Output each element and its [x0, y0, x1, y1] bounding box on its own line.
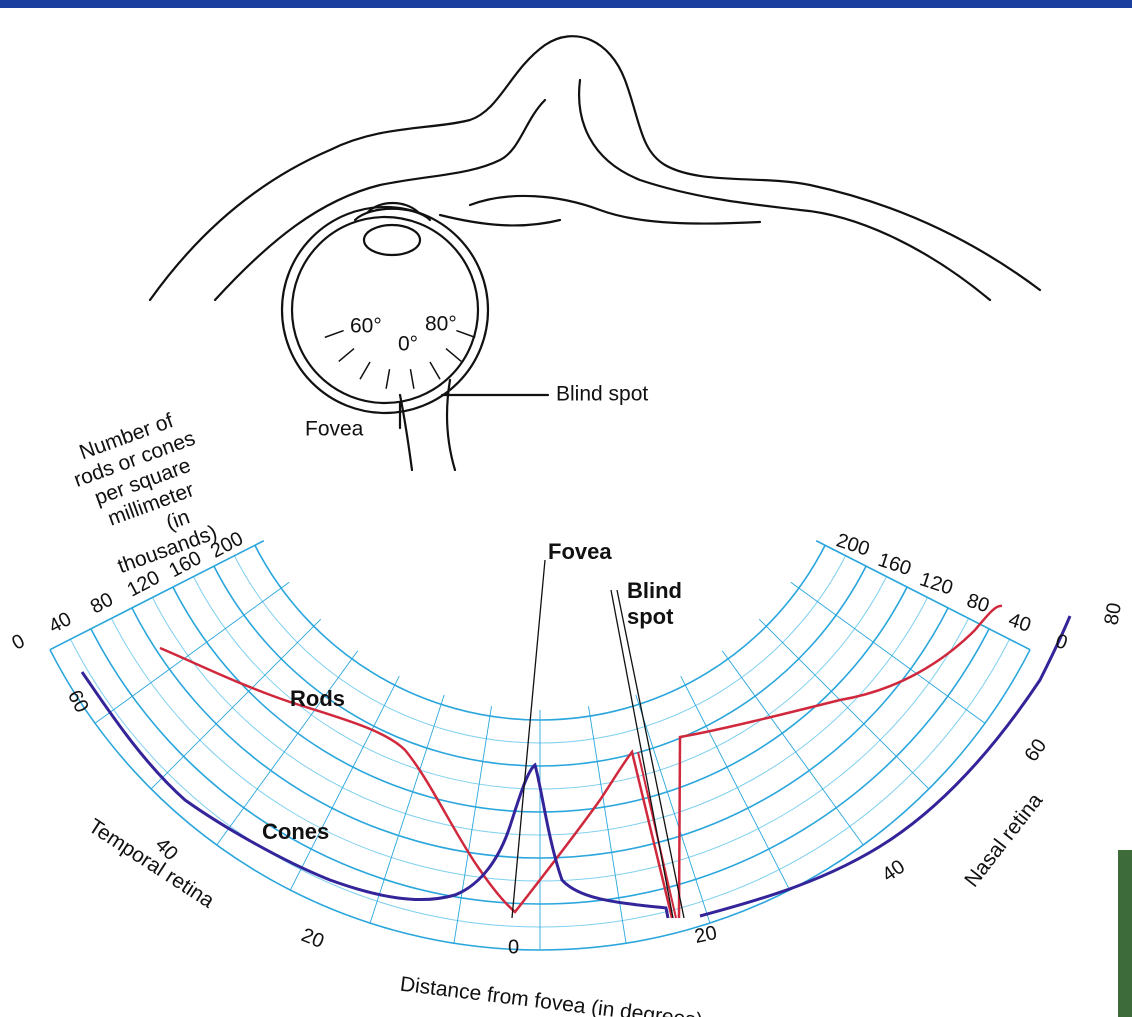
blind-spot-line — [611, 590, 673, 918]
angle-label: 80° — [425, 313, 457, 336]
degree-tick: 0 — [508, 936, 519, 958]
angle-label: 60° — [350, 315, 382, 338]
eye-ray — [386, 369, 389, 389]
degree-tick: 20 — [693, 922, 719, 948]
rods-curve — [160, 606, 1002, 918]
cones-curve — [82, 616, 1070, 918]
density-tick: 0 — [8, 630, 28, 655]
density-tick: 0 — [1053, 630, 1070, 654]
eye-ray — [456, 331, 475, 338]
density-tick: 80 — [87, 589, 117, 619]
grid-spoke — [681, 676, 790, 890]
eye-ray — [360, 362, 370, 379]
nasal-label: Nasal retina — [960, 789, 1047, 892]
fovea-label: Fovea — [305, 418, 364, 441]
grid-spoke — [454, 706, 492, 943]
grid-spoke — [816, 541, 1030, 650]
fovea-label: Fovea — [548, 539, 612, 564]
cones-label: Cones — [262, 819, 329, 844]
angle-label: 0° — [398, 333, 418, 356]
edge-strip — [1118, 850, 1132, 1017]
eye-ray — [410, 369, 413, 389]
head-sketch — [150, 36, 1040, 300]
grid-spoke — [759, 619, 929, 789]
degree-tick: 80 — [1100, 601, 1126, 627]
rods-label: Rods — [290, 686, 345, 711]
density-tick: 40 — [45, 608, 75, 638]
degree-tick: 20 — [298, 924, 327, 953]
blind-spot-label: Blind spot — [556, 383, 648, 406]
blind-spot-line — [617, 590, 684, 918]
density-tick: 40 — [1006, 609, 1034, 637]
blind-spot-label: spot — [627, 604, 674, 629]
degree-tick: 40 — [878, 856, 909, 887]
temporal-label: Temporal retina — [84, 815, 218, 913]
grid-spoke — [588, 706, 626, 943]
density-tick: 80 — [964, 590, 992, 618]
eye-ray — [430, 362, 440, 379]
eye-ray — [339, 349, 354, 362]
density-tick: 160 — [875, 549, 914, 580]
figure: 60° 80° 0° Fovea Blind spot Number ofrod… — [0, 0, 1132, 1017]
blind-spot-label: Blind — [627, 578, 682, 603]
top-bar — [0, 0, 1132, 8]
density-tick: 200 — [834, 530, 873, 561]
eye-ray — [325, 331, 344, 338]
degree-tick: 60 — [63, 686, 93, 716]
y-label-line: thousands) — [115, 521, 221, 578]
x-axis-label: Distance from fovea (in degrees) — [399, 973, 704, 1017]
degree-tick: 60 — [1020, 735, 1051, 766]
eye-ray — [446, 349, 461, 362]
